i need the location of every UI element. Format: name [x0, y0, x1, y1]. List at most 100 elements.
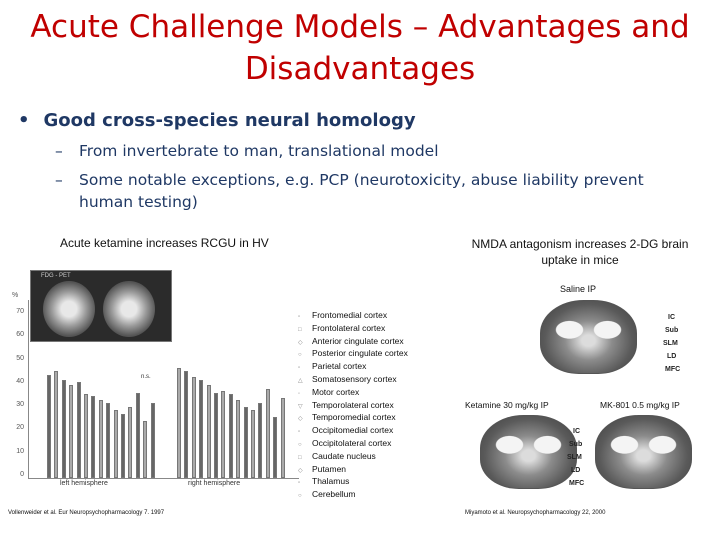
sub-bullet-1: – From invertebrate to man, translational… [55, 140, 655, 162]
legend-item: ▫ Thalamus [298, 476, 408, 489]
saline-brain-image [540, 300, 637, 374]
legend-marker-icon: □ [298, 454, 302, 461]
dash-icon: – [55, 142, 63, 160]
y-tick: 10 [16, 448, 24, 455]
legend-marker-icon: ▫ [298, 314, 301, 320]
right-citation: Miyamoto et al. Neuropsychopharmacology … [465, 510, 606, 516]
legend-marker-icon: ▽ [298, 403, 303, 410]
title-line-1: Acute Challenge Models – Advantages and [30, 9, 690, 45]
bullet-dot-icon: • [18, 110, 30, 131]
region-label: MFC [569, 480, 585, 487]
left-figure-caption: Acute ketamine increases RCGU in HV [60, 236, 269, 250]
legend-marker-icon: ▫ [298, 429, 301, 436]
brain-scan-ketamine [103, 281, 155, 337]
slide-title: Acute Challenge Models – Advantages and … [20, 6, 700, 90]
bar-mark [199, 380, 204, 478]
bar-mark [191, 376, 196, 478]
legend-label: Posterior cingulate cortex [312, 348, 408, 359]
legend-item: ▫ Parietal cortex [298, 361, 408, 374]
sub-bullet-1-text: From invertebrate to man, translational … [79, 142, 439, 160]
legend-label: Frontolateral cortex [312, 322, 386, 333]
legend-marker-icon: ◇ [298, 339, 303, 346]
legend-label: Anterior cingulate cortex [312, 335, 404, 346]
mk801-brain-image [595, 415, 692, 489]
brain-scan-baseline [43, 281, 95, 337]
bar-mark [236, 399, 241, 478]
region-label: SLM [663, 340, 678, 347]
left-hemisphere-label: left hemisphere [60, 480, 108, 487]
region-label: IC [573, 428, 580, 435]
legend-item: □ Frontolateral cortex [298, 323, 408, 336]
bar-mark [150, 403, 155, 478]
y-tick: 20 [16, 424, 24, 431]
y-tick: 40 [16, 378, 24, 385]
y-tick: 0 [20, 471, 24, 478]
bar-mark [243, 406, 248, 478]
legend-label: Caudate nucleus [312, 450, 376, 461]
main-bullet-text: Good cross-species neural homology [43, 110, 416, 131]
y-tick: 60 [16, 331, 24, 338]
bar-mark [251, 410, 255, 478]
legend-item: ▫ Occipitomedial cortex [298, 425, 408, 438]
bar-mark [273, 417, 278, 478]
region-label: MFC [665, 366, 681, 373]
bar-mark [177, 367, 181, 478]
legend-label: Putamen [312, 463, 347, 474]
legend-item: ○ Cerebellum [298, 489, 408, 502]
legend-marker-icon: ○ [298, 493, 302, 500]
sub-bullet-2-text: Some notable exceptions, e.g. PCP (neuro… [79, 171, 644, 189]
bar-mark [214, 392, 218, 478]
legend-label: Occipitolateral cortex [312, 437, 392, 448]
region-label: LD [571, 467, 581, 474]
left-citation: Vollenweider et al. Eur Neuropsychopharm… [8, 510, 165, 516]
bar-mark [265, 389, 270, 478]
legend-marker-icon: ▫ [298, 365, 301, 372]
legend-label: Somatosensory cortex [312, 373, 397, 384]
dash-icon: – [55, 171, 63, 189]
region-legend: ▫ Frontomedial cortex □ Frontolateral corte… [298, 310, 408, 502]
sub-bullet-2: – Some notable exceptions, e.g. PCP (neur… [55, 169, 695, 213]
legend-item: △ Somatosensory cortex [298, 374, 408, 387]
legend-label: Motor cortex [312, 386, 360, 397]
legend-marker-icon: △ [298, 377, 303, 384]
mouse-2dg-figure: Saline IP IC Sub SLM LD MFC Ketamine 30 … [455, 282, 715, 522]
legend-item: ◦ Motor cortex [298, 387, 408, 400]
legend-item: ◇ Temporomedial cortex [298, 412, 408, 425]
ketamine-brain-image [480, 415, 577, 489]
bar-mark [128, 406, 133, 478]
right-figure-caption: NMDA antagonism increases 2-DG brain upt… [471, 237, 689, 267]
legend-item: ○ Occipitolateral cortex [298, 438, 408, 451]
legend-label: Cerebellum [312, 489, 356, 500]
legend-marker-icon: ◇ [298, 467, 303, 474]
bar-mark [84, 394, 88, 478]
legend-label: Parietal cortex [312, 361, 367, 372]
bar-mark [143, 421, 148, 478]
saline-label: Saline IP [560, 284, 597, 294]
legend-marker-icon: ◇ [298, 416, 303, 423]
bar-mark [47, 374, 51, 478]
pet-label: FDG - PET [41, 273, 71, 279]
bar-mark [121, 413, 125, 478]
bar-mark [135, 392, 140, 478]
bar-mark [91, 396, 96, 478]
region-label: Sub [665, 327, 679, 334]
legend-marker-icon: ▫ [298, 480, 301, 487]
bar-mark [54, 371, 59, 478]
legend-marker-icon: ○ [298, 352, 302, 359]
legend-marker-icon: ◦ [298, 390, 301, 397]
legend-item: ◇ Anterior cingulate cortex [298, 336, 408, 349]
legend-item: ○ Posterior cingulate cortex [298, 348, 408, 361]
bar-mark [206, 385, 211, 478]
ns-label: n.s. [141, 374, 151, 380]
bar-mark [258, 403, 263, 478]
bar-mark [61, 380, 66, 478]
y-tick: 30 [16, 401, 24, 408]
bar-mark [113, 410, 118, 478]
legend-label: Temporomedial cortex [312, 412, 396, 423]
legend-label: Frontomedial cortex [312, 310, 388, 320]
pet-figure: FDG - PET % 70 60 50 40 30 20 10 0 n.s. … [8, 268, 438, 518]
bar-mark [221, 390, 226, 478]
pet-scan-image: FDG - PET [30, 270, 172, 342]
bar-mark [228, 394, 233, 478]
legend-label: Temporolateral cortex [312, 399, 394, 410]
